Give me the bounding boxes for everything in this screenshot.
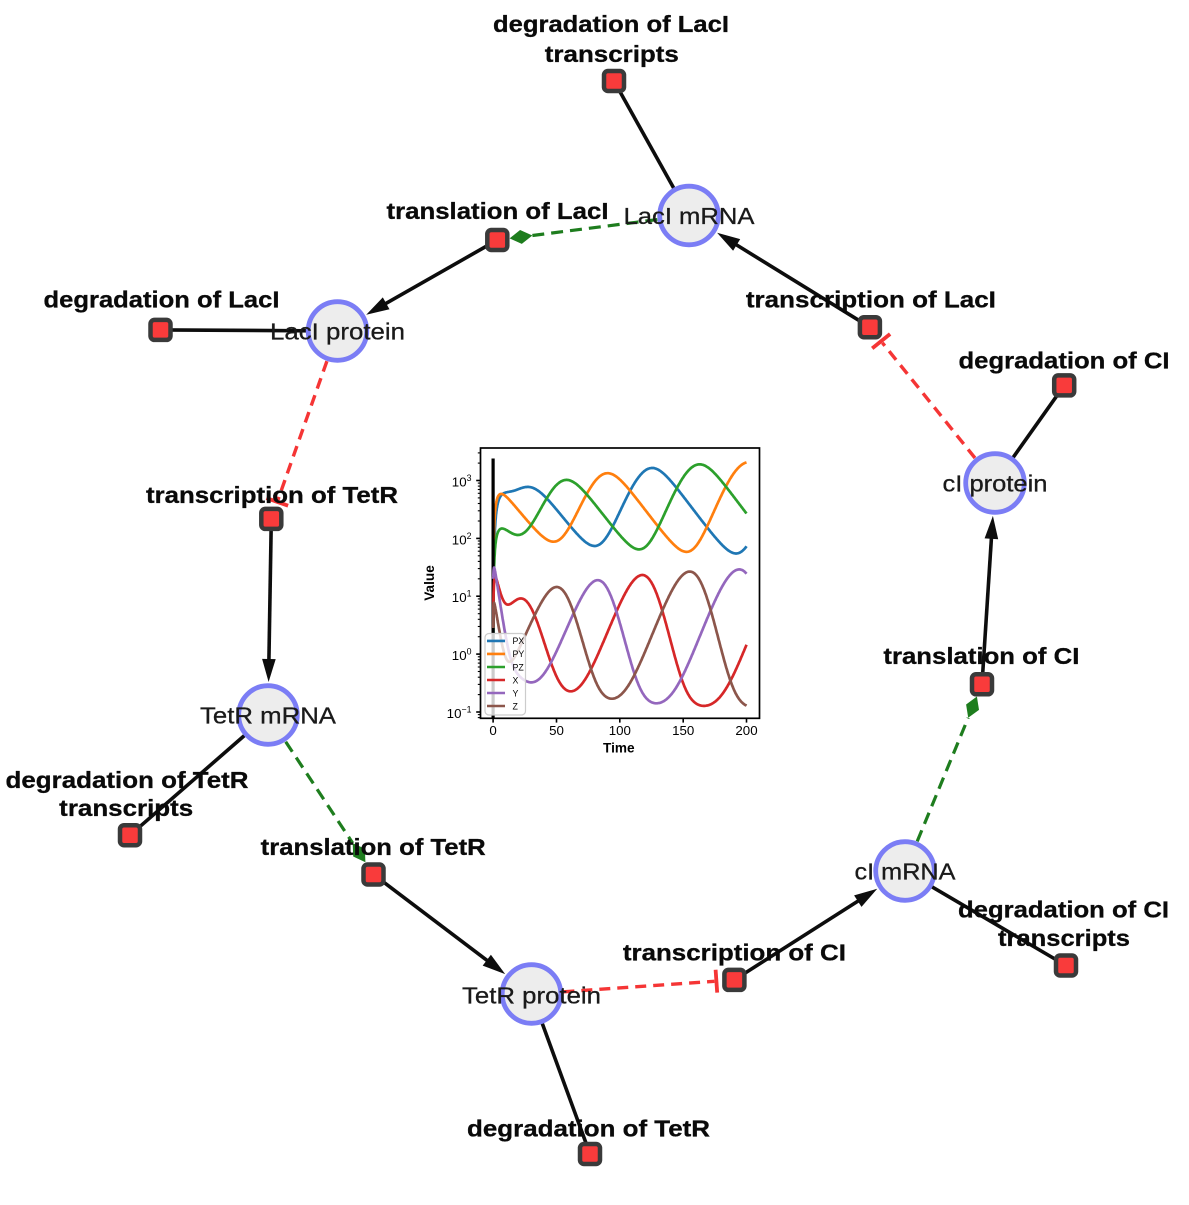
svg-text:transcription of TetR: transcription of TetR: [146, 482, 398, 508]
svg-text:translation of LacI: translation of LacI: [387, 198, 609, 224]
svg-text:degradation of TetR: degradation of TetR: [6, 767, 249, 793]
svg-text:TetR mRNA: TetR mRNA: [200, 703, 336, 729]
svg-text:Z: Z: [513, 701, 519, 711]
svg-text:Y: Y: [513, 688, 519, 698]
svg-text:0: 0: [489, 723, 496, 738]
svg-text:PX: PX: [513, 636, 525, 646]
svg-text:degradation of CI: degradation of CI: [959, 348, 1170, 374]
svg-text:transcripts: transcripts: [998, 925, 1130, 951]
svg-text:degradation of TetR: degradation of TetR: [467, 1116, 710, 1142]
svg-text:cI protein: cI protein: [943, 471, 1048, 497]
svg-text:50: 50: [549, 723, 564, 738]
svg-text:LacI protein: LacI protein: [270, 319, 405, 345]
svg-text:transcription of LacI: transcription of LacI: [746, 287, 996, 313]
svg-text:PZ: PZ: [513, 662, 525, 672]
svg-text:cI mRNA: cI mRNA: [855, 859, 956, 885]
svg-text:translation of CI: translation of CI: [883, 643, 1079, 669]
svg-text:150: 150: [672, 723, 694, 738]
svg-text:translation of TetR: translation of TetR: [261, 834, 486, 860]
svg-text:LacI mRNA: LacI mRNA: [624, 203, 755, 229]
svg-text:Time: Time: [603, 741, 635, 756]
svg-text:Value: Value: [422, 565, 437, 601]
svg-text:degradation of LacI: degradation of LacI: [493, 11, 729, 37]
svg-text:transcription of CI: transcription of CI: [623, 939, 846, 965]
svg-text:X: X: [513, 675, 519, 685]
svg-text:TetR protein: TetR protein: [462, 982, 601, 1008]
svg-text:PY: PY: [513, 649, 525, 659]
svg-text:degradation of LacI: degradation of LacI: [44, 287, 280, 313]
svg-text:degradation of CI: degradation of CI: [958, 897, 1169, 923]
svg-text:200: 200: [735, 723, 757, 738]
svg-text:transcripts: transcripts: [545, 41, 679, 67]
svg-text:100: 100: [609, 723, 631, 738]
svg-text:transcripts: transcripts: [59, 795, 193, 821]
